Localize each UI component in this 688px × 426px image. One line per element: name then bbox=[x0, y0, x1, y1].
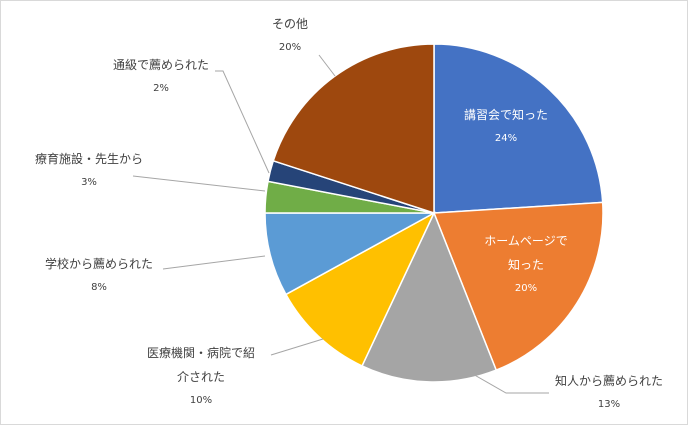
slice-value-1: 24% bbox=[495, 133, 517, 144]
slice-label-4-line-2: 介された bbox=[177, 370, 225, 384]
leader-line-7 bbox=[215, 70, 270, 174]
slice-value-7: 2% bbox=[153, 83, 169, 94]
pie-slice-1 bbox=[433, 43, 604, 214]
leader-line-3 bbox=[470, 372, 549, 394]
slice-label-2-line-1: ホームページで bbox=[484, 234, 567, 248]
slice-label-2-line-2: 知った bbox=[508, 258, 544, 272]
slice-value-6: 3% bbox=[81, 177, 97, 188]
slice-value-2: 20% bbox=[515, 283, 537, 294]
slice-label-1: 講習会で知った bbox=[464, 107, 548, 122]
slice-label-4-line-1: 医療機関・病院で紹 bbox=[147, 345, 255, 360]
slice-label-7: 通級で薦められた bbox=[113, 58, 209, 72]
leader-lines bbox=[132, 54, 549, 394]
pie-slice-8 bbox=[272, 43, 435, 215]
slice-label-5: 学校から薦められた bbox=[45, 256, 153, 271]
pie-slices bbox=[264, 43, 604, 383]
slice-value-8: 20% bbox=[279, 42, 301, 53]
leader-line-4 bbox=[270, 338, 324, 356]
slice-label-8: その他 bbox=[272, 17, 308, 31]
pie-slice-3 bbox=[361, 211, 498, 383]
leader-line-6 bbox=[132, 175, 266, 192]
pie-slice-2 bbox=[432, 201, 604, 372]
pie-slice-4 bbox=[284, 211, 436, 367]
slice-value-3: 13% bbox=[598, 399, 620, 410]
slice-value-5: 8% bbox=[91, 282, 107, 293]
leader-line-8 bbox=[318, 54, 336, 77]
slice-label-6: 療育施設・先生から bbox=[35, 151, 143, 166]
slice-label-3: 知人から薦められた bbox=[555, 374, 663, 388]
leader-line-5 bbox=[162, 255, 266, 270]
slice-value-4: 10% bbox=[190, 395, 212, 406]
